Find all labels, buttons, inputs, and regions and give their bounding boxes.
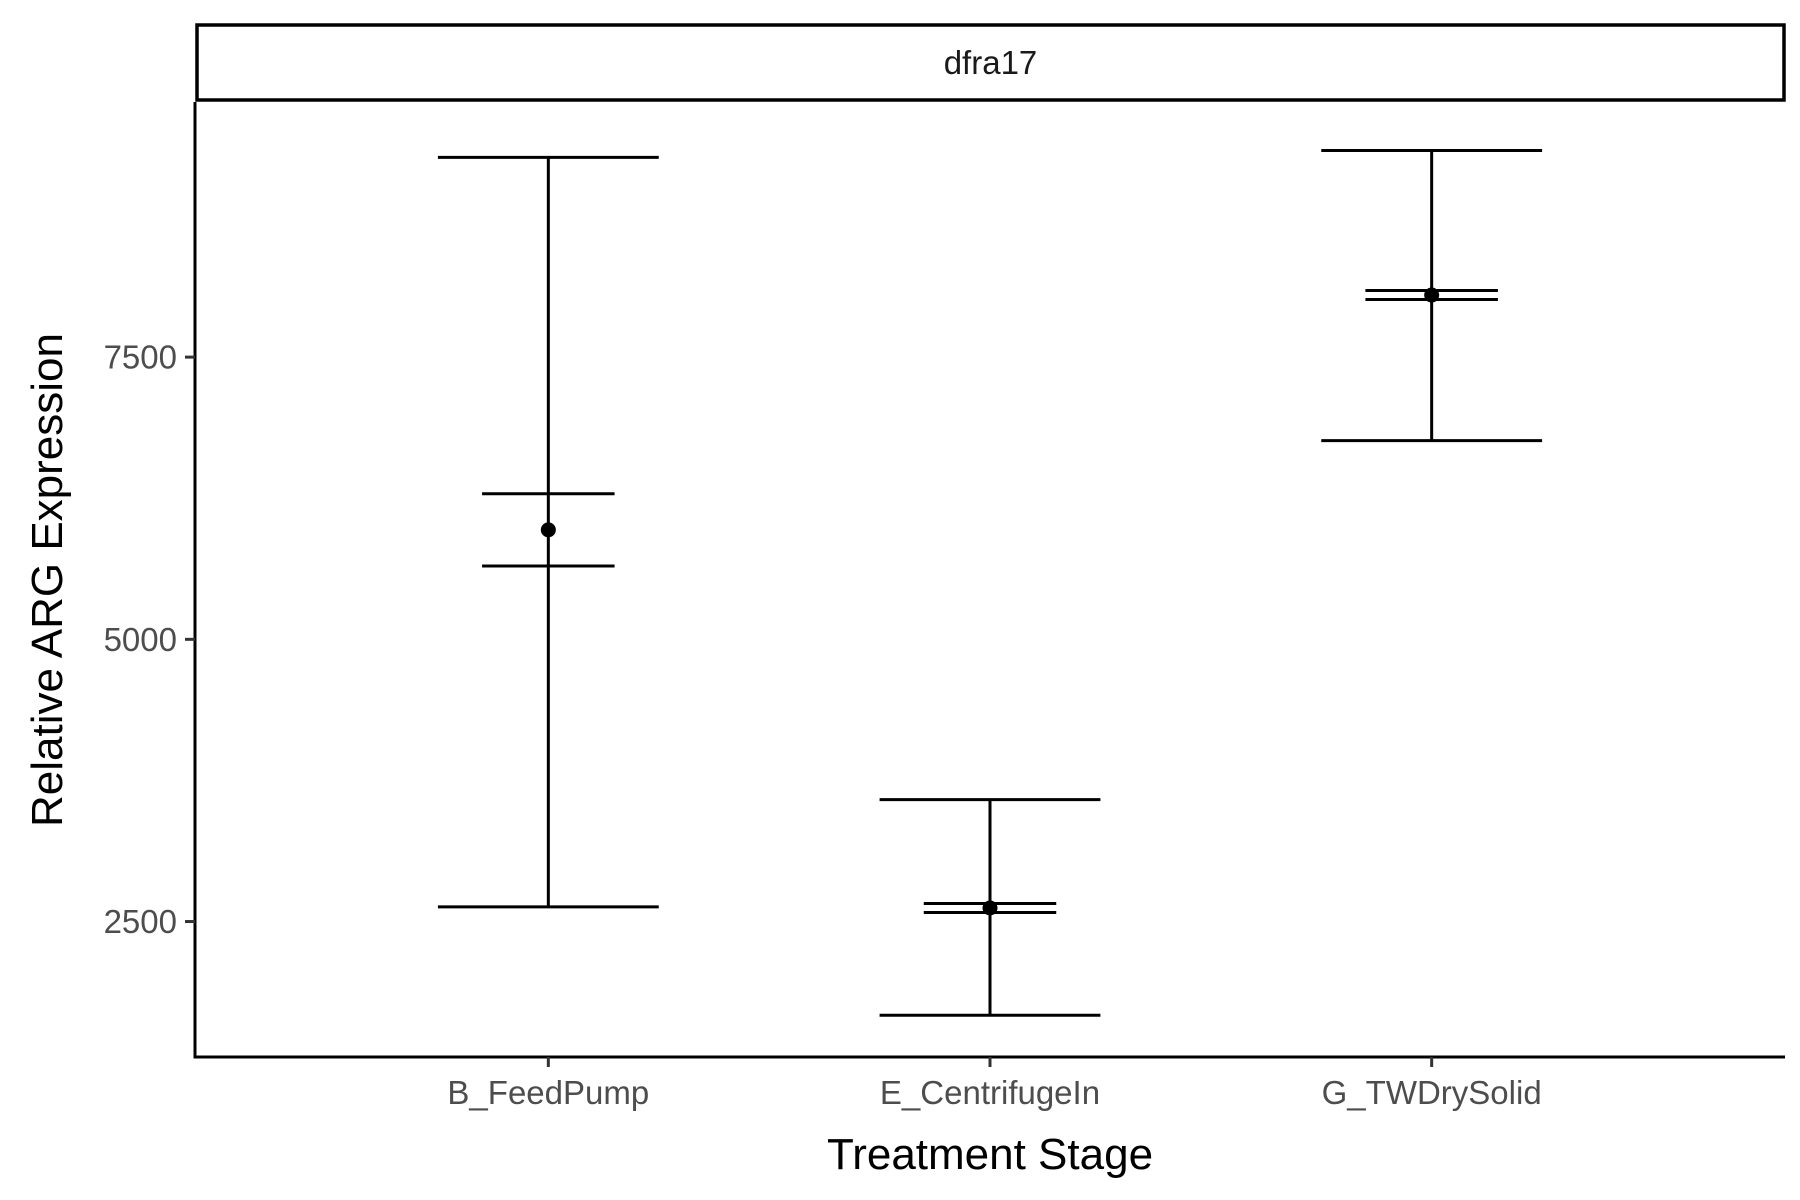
x-tick-label: E_CentrifugeIn bbox=[880, 1074, 1100, 1111]
y-axis-ticks: 2500 5000 7500 bbox=[104, 339, 195, 940]
y-tick-label: 7500 bbox=[104, 339, 177, 376]
y-tick-label: 2500 bbox=[104, 903, 177, 940]
mean-point bbox=[540, 522, 556, 538]
x-axis-title: Treatment Stage bbox=[827, 1130, 1153, 1179]
facet-strip-box bbox=[195, 23, 1786, 102]
error-bar-group bbox=[879, 798, 1101, 1017]
y-tick-label: 5000 bbox=[104, 621, 177, 658]
error-bar-group bbox=[1321, 149, 1543, 443]
x-axis-ticks: B_FeedPump E_CentrifugeIn G_TWDrySolid bbox=[447, 1057, 1542, 1111]
error-bar-group bbox=[437, 155, 659, 909]
mean-point bbox=[1424, 287, 1440, 303]
facet-strip-label: dfra17 bbox=[944, 44, 1038, 81]
facet-strip: dfra17 bbox=[195, 23, 1786, 102]
error-bars bbox=[437, 149, 1543, 1017]
x-tick-label: B_FeedPump bbox=[447, 1074, 649, 1111]
y-axis-title: Relative ARG Expression bbox=[23, 333, 72, 827]
x-tick-label: G_TWDrySolid bbox=[1322, 1074, 1542, 1111]
mean-point bbox=[982, 900, 998, 916]
